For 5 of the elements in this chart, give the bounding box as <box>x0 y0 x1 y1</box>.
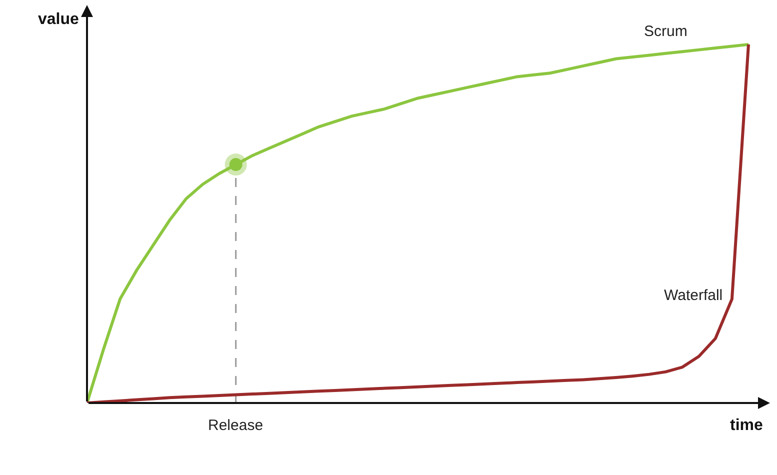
y-axis-title: value <box>38 11 80 28</box>
x-axis-title: time <box>730 417 763 434</box>
series-label: Scrum <box>644 23 688 40</box>
series-label: Waterfall <box>664 287 723 304</box>
text: Release <box>208 417 264 434</box>
